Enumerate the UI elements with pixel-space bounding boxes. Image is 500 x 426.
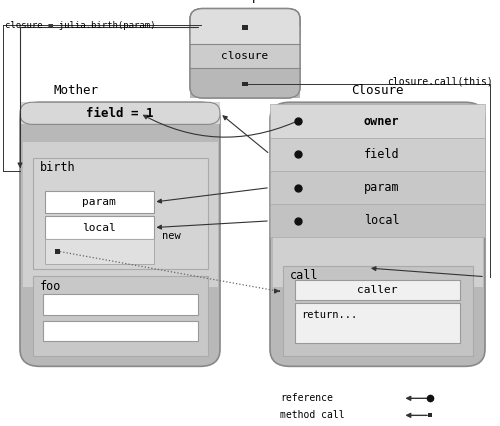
Text: foo: foo (40, 280, 62, 293)
Text: Closure: Closure (351, 83, 404, 97)
Bar (32, 158, 208, 269)
Bar (270, 204, 485, 237)
Bar (295, 280, 460, 300)
Text: local: local (364, 214, 400, 227)
FancyBboxPatch shape (190, 9, 300, 44)
FancyBboxPatch shape (20, 102, 220, 366)
Text: reference: reference (280, 393, 333, 403)
Bar (428, 413, 432, 417)
Bar (190, 44, 300, 69)
Bar (190, 69, 300, 98)
FancyBboxPatch shape (190, 9, 300, 98)
Text: call: call (290, 269, 318, 282)
Text: birth: birth (40, 161, 76, 174)
Text: param: param (82, 197, 116, 207)
Bar (20, 102, 220, 124)
Text: owner: owner (364, 115, 400, 127)
Bar (55, 250, 60, 254)
Bar (282, 266, 472, 356)
Bar (32, 276, 208, 356)
Bar (45, 239, 154, 265)
Bar (242, 25, 248, 30)
Bar (272, 142, 482, 287)
Text: closure: closure (222, 52, 268, 61)
Text: param: param (364, 181, 400, 194)
Text: return...: return... (301, 310, 358, 320)
Text: caller: caller (358, 285, 398, 295)
FancyBboxPatch shape (270, 102, 485, 366)
Bar (45, 216, 154, 239)
Text: field = 1: field = 1 (86, 107, 154, 120)
Text: method call: method call (280, 410, 344, 420)
Bar (295, 303, 460, 343)
Bar (270, 138, 485, 171)
Bar (42, 321, 198, 342)
Text: new: new (162, 231, 180, 241)
Bar (270, 171, 485, 204)
Bar (42, 294, 198, 314)
Text: Script: Script (222, 0, 268, 3)
Bar (270, 104, 485, 138)
Text: local: local (82, 223, 116, 233)
Text: closure.call(this): closure.call(this) (387, 77, 492, 87)
Bar (242, 82, 248, 86)
Bar (45, 191, 154, 213)
Bar (22, 142, 218, 287)
Bar (190, 26, 300, 44)
Text: closure = julia.birth(param): closure = julia.birth(param) (5, 21, 156, 30)
Text: Mother: Mother (54, 83, 98, 97)
Text: field: field (364, 148, 400, 161)
